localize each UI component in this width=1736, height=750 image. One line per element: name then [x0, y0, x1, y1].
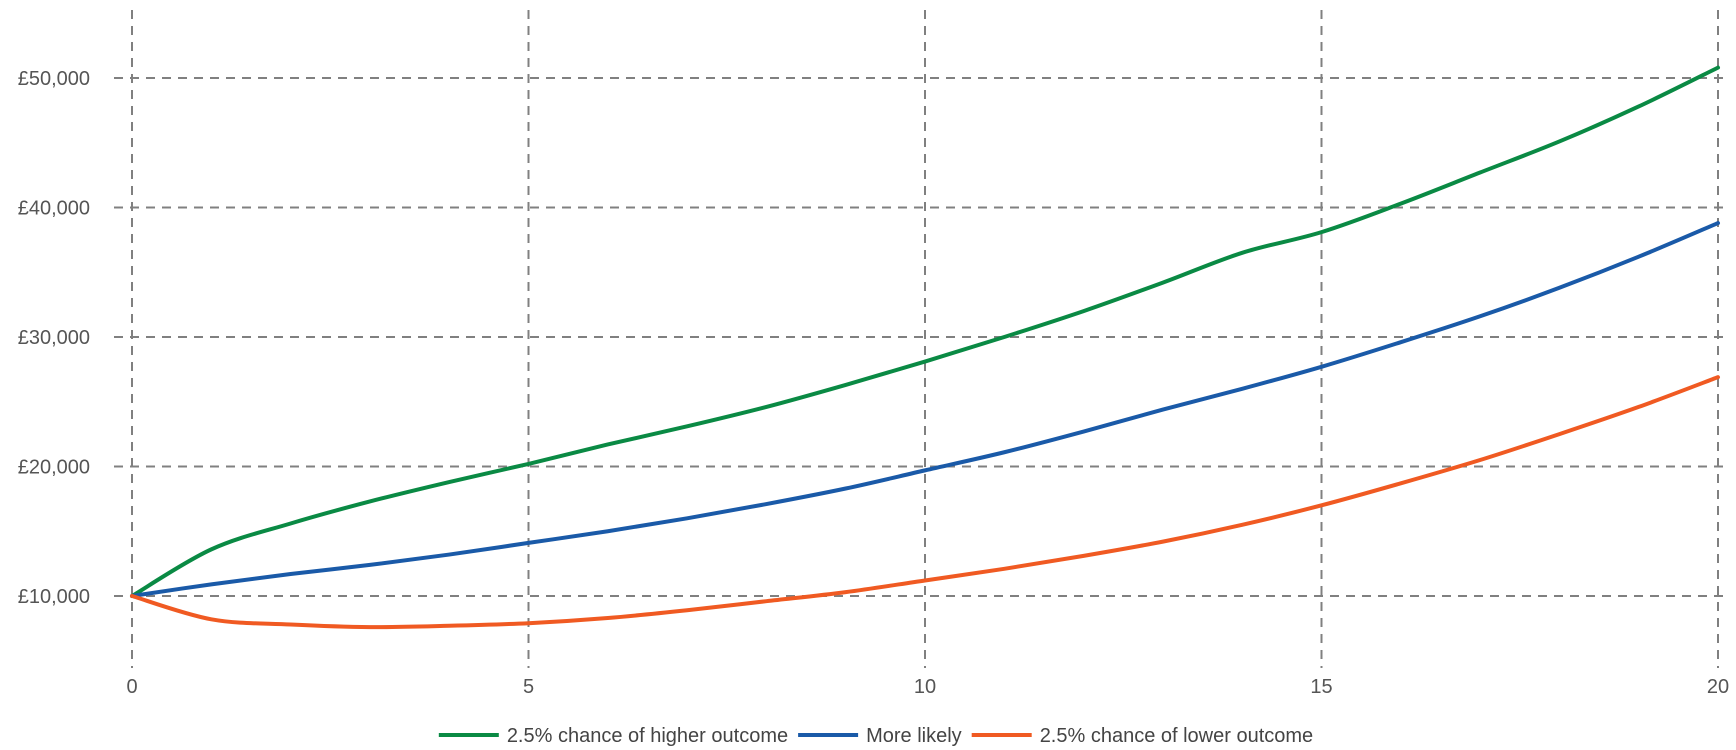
series-lines	[130, 65, 1720, 630]
legend-label: 2.5% chance of lower outcome	[1040, 725, 1314, 747]
y-axis-ticks: £10,000 £20,000 £30,000 £40,000 £50,000	[18, 68, 90, 608]
series-line-more-likely	[130, 221, 1720, 598]
y-tick-label: £50,000	[18, 68, 90, 90]
x-tick-label: 20	[1707, 676, 1729, 698]
grid	[114, 10, 1730, 668]
y-tick-label: £20,000	[18, 457, 90, 479]
x-tick-label: 10	[914, 676, 936, 698]
y-tick-label: £40,000	[18, 198, 90, 220]
legend: 2.5% chance of higher outcome More likely…	[438, 725, 1314, 747]
legend-label: More likely	[866, 725, 962, 747]
y-tick-label: £30,000	[18, 327, 90, 349]
x-tick-label: 15	[1310, 676, 1332, 698]
legend-label: 2.5% chance of higher outcome	[507, 725, 788, 747]
x-axis-ticks: 0 5 10 15 20	[126, 676, 1729, 698]
series-line-lower-outcome	[130, 375, 1720, 630]
x-tick-label: 0	[126, 676, 137, 698]
series-line-higher-outcome	[130, 65, 1720, 598]
x-tick-label: 5	[523, 676, 534, 698]
y-tick-label: £10,000	[18, 586, 90, 608]
